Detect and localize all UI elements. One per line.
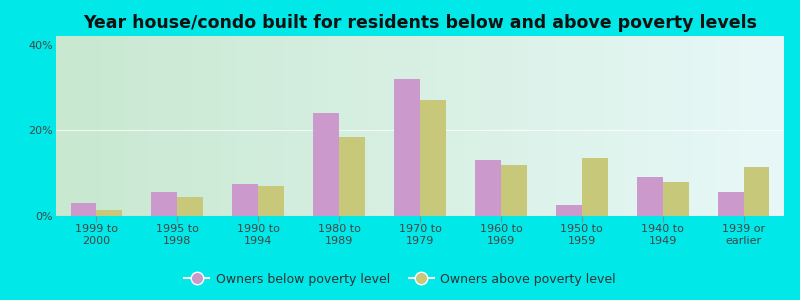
Bar bbox=[178, 197, 203, 216]
Legend: Owners below poverty level, Owners above poverty level: Owners below poverty level, Owners above… bbox=[179, 268, 621, 291]
Bar bbox=[314, 113, 339, 216]
Bar bbox=[258, 186, 284, 216]
Bar bbox=[420, 100, 446, 216]
Bar bbox=[97, 210, 122, 216]
Title: Year house/condo built for residents below and above poverty levels: Year house/condo built for residents bel… bbox=[83, 14, 757, 32]
Bar bbox=[582, 158, 608, 216]
Bar bbox=[339, 137, 365, 216]
Bar bbox=[743, 167, 770, 216]
Bar bbox=[662, 182, 689, 216]
Bar bbox=[556, 205, 582, 216]
Bar bbox=[70, 203, 97, 216]
Bar bbox=[501, 165, 526, 216]
Bar bbox=[151, 192, 178, 216]
Bar bbox=[718, 192, 743, 216]
Bar bbox=[232, 184, 258, 216]
Bar bbox=[475, 160, 501, 216]
Bar bbox=[394, 79, 420, 216]
Bar bbox=[637, 177, 662, 216]
